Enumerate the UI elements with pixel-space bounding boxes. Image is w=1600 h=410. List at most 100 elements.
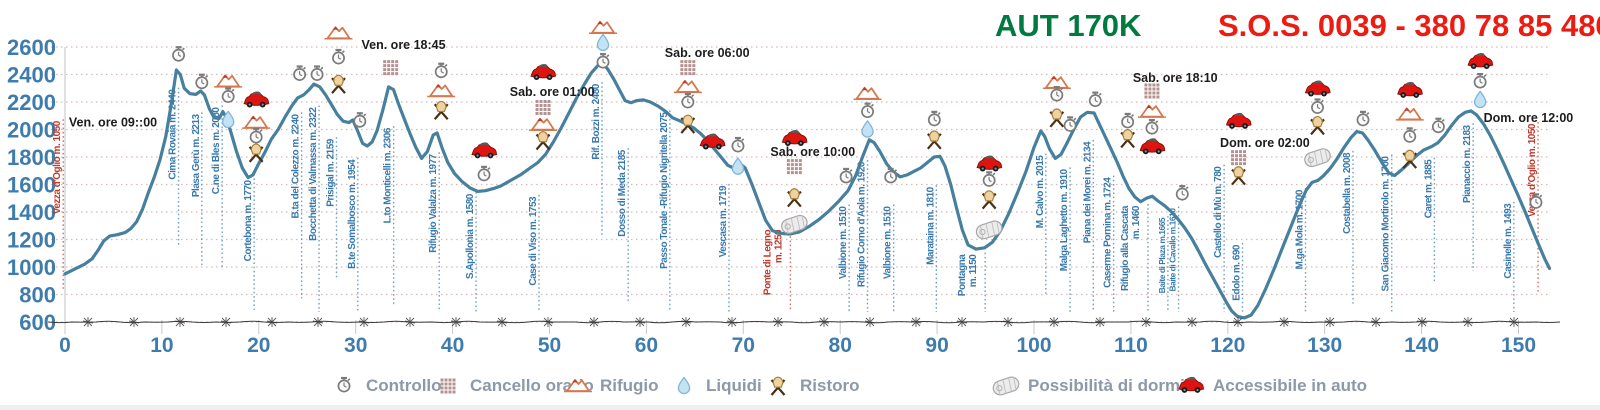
ristoro-icon [981, 190, 997, 210]
controllo-icon [310, 65, 324, 81]
waypoint-label: B.ta del Colezzo m. 2240 [291, 113, 302, 218]
barb [772, 317, 784, 327]
barb [1002, 317, 1014, 327]
waypoint-label: Cortebona m. 1770 [243, 179, 254, 261]
barb [1508, 317, 1520, 327]
waypoint-label: L.to Monticelli m. 2306 [383, 127, 394, 223]
waypoint-label: Rifugio Corno d'Aola m. 1920 [857, 161, 868, 287]
controllo-icon [884, 167, 898, 184]
car-icon [1225, 112, 1252, 129]
y-axis-label: 2000 [7, 118, 56, 143]
legend-label: Accessibile in auto [1213, 376, 1367, 395]
controllo-icon [1529, 193, 1543, 209]
liquidi-icon [221, 110, 235, 129]
waypoint-label: Cima Rovaia m. 2440 [168, 89, 179, 180]
barb [818, 317, 830, 327]
controllo-icon [293, 65, 307, 81]
controllo-icon [1088, 91, 1102, 108]
barb [220, 317, 232, 327]
waypoint-label: Dosso di Meda 2185 [617, 149, 628, 237]
controllo-icon [927, 110, 941, 127]
time-gate-label: Sab. ore 18:10 [1133, 71, 1218, 85]
sos-phone-number: S.O.S. 0039 - 380 78 85 486 [1218, 8, 1600, 43]
ristoro-icon [770, 376, 786, 396]
time-gate-label: Sab. ore 06:00 [665, 46, 750, 60]
liquidi-icon [1473, 90, 1487, 109]
waypoint-label: Passo Tonale -Rifugio Nigritella 2075 [659, 112, 670, 269]
waypoint-label: Valbione m. 1510 [883, 206, 894, 280]
waypoint-label: Baite di Cavallo m.1610 [1168, 208, 1178, 292]
bottom-strip [0, 405, 1600, 410]
car-icon [243, 91, 270, 108]
y-axis-label: 1800 [7, 145, 56, 170]
rifugio-icon [853, 86, 882, 100]
controllo-icon [172, 46, 186, 62]
barb [1094, 317, 1106, 327]
waypoint-label: Rif. Bozzi m. 2480 [591, 83, 602, 159]
waypoint-label: Case di Viso m. 1753 [528, 196, 539, 286]
barb [542, 317, 554, 327]
waypoint-label: M. Calvo m. 2015 [1035, 155, 1046, 229]
waypoint-label: m. 1250 [773, 229, 784, 263]
waypoint-label: Piana dei Morei m. 2134 [1082, 141, 1093, 243]
x-axis-label: 120 [1210, 334, 1245, 357]
controllo-icon [1175, 185, 1189, 201]
barb [726, 317, 738, 327]
legend-item-dormire: Possibilità di dormire [990, 372, 1201, 400]
ristoro-icon [1231, 166, 1246, 186]
x-axis-label: 30 [344, 334, 367, 357]
barb [1140, 317, 1152, 327]
cancello-orario-icon [535, 100, 551, 115]
waypoint-label: Baite di Plaza m.1665 [1157, 217, 1167, 293]
ristoro-icon [535, 131, 551, 151]
rifugio-legend-icon [564, 379, 592, 393]
x-axis-label: 150 [1501, 334, 1536, 357]
barb [174, 317, 186, 327]
legend-item-ristoro: Ristoro [762, 372, 860, 400]
barbed-wire-axis [47, 320, 1561, 324]
barb [128, 317, 140, 327]
controllo-icon [731, 136, 745, 153]
y-axis-label: 1400 [7, 200, 56, 225]
waypoint-label: m. 1460 [1131, 205, 1142, 239]
legend-item-liquidi: Liquidi [668, 372, 762, 400]
car-icon [1139, 138, 1166, 155]
dormire-icon [975, 220, 1003, 240]
waypoint-label: Bocchetta di Valmassa m. 2322 [308, 107, 319, 241]
waypoint-label: San Giacomo Mortirolo m. 1700 [1381, 156, 1392, 292]
rifugio-icon [324, 26, 353, 40]
controllo-icon [1431, 117, 1445, 134]
controllo-icon [1403, 127, 1417, 143]
ristoro-icon [433, 100, 449, 120]
race-title: AUT 170K [995, 8, 1142, 43]
car-icon [471, 142, 498, 159]
ristoro-icon [926, 130, 942, 150]
rifugio-icon [427, 84, 456, 98]
car-icon [699, 133, 726, 150]
controllo-icon [434, 62, 448, 79]
controllo-icon [1145, 119, 1159, 135]
barb [358, 317, 370, 327]
cancello-orario-icon [786, 159, 802, 175]
y-axis-label: 1000 [7, 255, 56, 280]
legend-item-controllo: Controllo [328, 372, 442, 400]
time-gate-label: Sab. ore 01:00 [510, 85, 595, 99]
liquidi-icon [731, 157, 745, 175]
legend-label: Possibilità di dormire [1028, 376, 1201, 395]
ristoro-icon [1049, 108, 1065, 128]
legend-label: Ristoro [800, 376, 860, 395]
controllo-icon [1311, 98, 1324, 114]
ristoro-icon [1310, 115, 1325, 136]
time-gate-label: Dom. ore 02:00 [1220, 136, 1310, 150]
cancello-orario-icon [680, 60, 696, 76]
barb [910, 317, 922, 327]
rifugio-icon [242, 115, 271, 129]
x-axis-label: 60 [635, 334, 658, 357]
x-axis-label: 50 [538, 334, 561, 357]
waypoint-label: M.ga Mola m. 1700 [1295, 189, 1306, 269]
y-axis-label: 2200 [7, 90, 56, 115]
waypoint-label: C.ne di Bles m. 2080 [211, 107, 222, 195]
controllo-legend-icon [337, 376, 351, 393]
waypoint-label: S.Apollonia m. 1580 [465, 193, 476, 279]
controllo-icon [249, 127, 263, 144]
